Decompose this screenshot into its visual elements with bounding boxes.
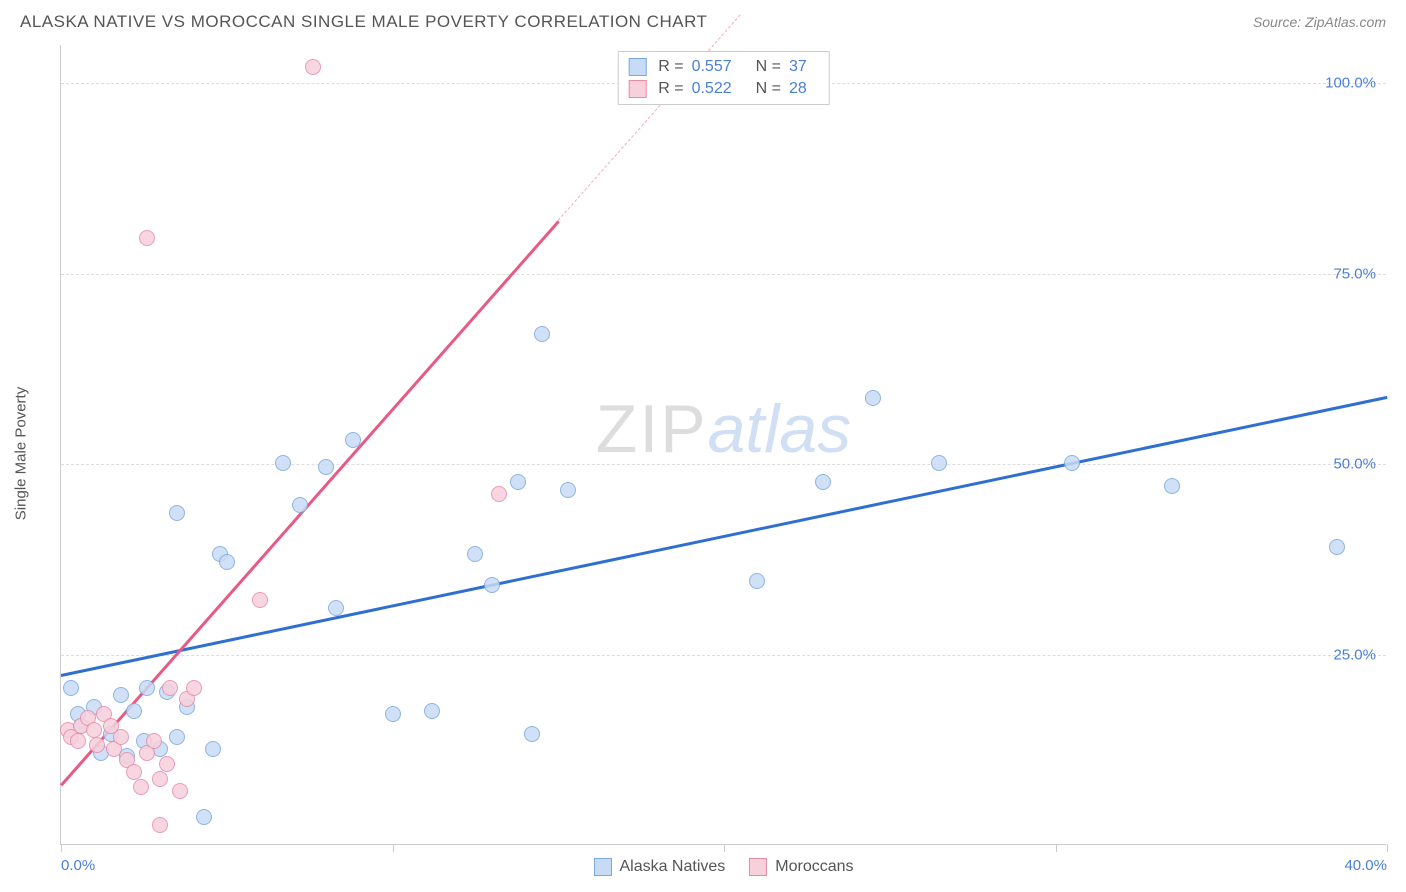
scatter-point — [219, 554, 235, 570]
scatter-point — [749, 573, 765, 589]
scatter-point — [318, 459, 334, 475]
scatter-point — [159, 756, 175, 772]
legend-swatch — [593, 858, 611, 876]
y-axis-label: Single Male Poverty — [13, 386, 30, 519]
scatter-point — [510, 474, 526, 490]
y-tick-label: 75.0% — [1333, 265, 1376, 282]
scatter-point — [534, 326, 550, 342]
scatter-point — [169, 729, 185, 745]
scatter-point — [152, 817, 168, 833]
trend-line-dashed — [558, 15, 741, 221]
x-tick-label: 40.0% — [1344, 857, 1387, 874]
scatter-point — [865, 390, 881, 406]
scatter-point — [252, 592, 268, 608]
gridline-h — [61, 274, 1386, 275]
scatter-point — [524, 726, 540, 742]
scatter-point — [162, 680, 178, 696]
scatter-point — [205, 741, 221, 757]
x-tick — [1056, 844, 1057, 852]
stat-n-value: 28 — [789, 80, 807, 98]
watermark: ZIPatlas — [596, 390, 851, 468]
scatter-point — [70, 733, 86, 749]
legend-swatch — [628, 58, 646, 76]
scatter-point — [305, 59, 321, 75]
trend-line — [61, 395, 1388, 676]
scatter-point — [152, 771, 168, 787]
scatter-point — [328, 600, 344, 616]
gridline-h — [61, 464, 1386, 465]
scatter-point — [113, 729, 129, 745]
scatter-point — [126, 703, 142, 719]
scatter-point — [126, 764, 142, 780]
scatter-point — [169, 505, 185, 521]
scatter-point — [484, 577, 500, 593]
scatter-point — [172, 783, 188, 799]
scatter-point — [1064, 455, 1080, 471]
scatter-point — [815, 474, 831, 490]
chart-container: Single Male Poverty ZIPatlas 25.0%50.0%7… — [60, 45, 1386, 845]
stats-row: R = 0.522 N = 28 — [628, 78, 819, 100]
stat-n-label: N = — [756, 80, 781, 98]
stat-n-label: N = — [756, 58, 781, 76]
watermark-zip: ZIP — [596, 391, 708, 467]
scatter-point — [292, 497, 308, 513]
scatter-point — [345, 432, 361, 448]
stat-r-label: R = — [658, 80, 683, 98]
scatter-point — [424, 703, 440, 719]
stat-n-value: 37 — [789, 58, 807, 76]
x-tick — [724, 844, 725, 852]
legend-item: Moroccans — [749, 858, 853, 876]
x-tick — [393, 844, 394, 852]
gridline-h — [61, 655, 1386, 656]
stats-box: R = 0.557 N = 37 R = 0.522 N = 28 — [617, 51, 830, 105]
chart-title: ALASKA NATIVE VS MOROCCAN SINGLE MALE PO… — [20, 12, 707, 32]
x-tick — [1387, 844, 1388, 852]
scatter-point — [467, 546, 483, 562]
legend-item: Alaska Natives — [593, 858, 725, 876]
scatter-point — [1329, 539, 1345, 555]
y-tick-label: 25.0% — [1333, 646, 1376, 663]
scatter-point — [89, 737, 105, 753]
scatter-point — [139, 680, 155, 696]
stat-r-value: 0.557 — [692, 58, 732, 76]
scatter-point — [139, 230, 155, 246]
scatter-point — [491, 486, 507, 502]
chart-source: Source: ZipAtlas.com — [1253, 14, 1386, 30]
y-tick-label: 50.0% — [1333, 456, 1376, 473]
trend-line — [60, 221, 559, 786]
scatter-point — [63, 680, 79, 696]
scatter-point — [1164, 478, 1180, 494]
legend-label: Alaska Natives — [619, 858, 725, 876]
x-tick — [61, 844, 62, 852]
plot-area: ZIPatlas 25.0%50.0%75.0%100.0%0.0%40.0% — [61, 45, 1386, 844]
y-tick-label: 100.0% — [1325, 75, 1376, 92]
legend-swatch — [628, 80, 646, 98]
scatter-point — [133, 779, 149, 795]
stat-r-label: R = — [658, 58, 683, 76]
scatter-point — [86, 722, 102, 738]
bottom-legend: Alaska Natives Moroccans — [593, 858, 853, 876]
scatter-point — [196, 809, 212, 825]
chart-header: ALASKA NATIVE VS MOROCCAN SINGLE MALE PO… — [0, 0, 1406, 40]
legend-label: Moroccans — [775, 858, 853, 876]
watermark-atlas: atlas — [708, 391, 852, 467]
scatter-point — [560, 482, 576, 498]
x-tick-label: 0.0% — [61, 857, 95, 874]
scatter-point — [385, 706, 401, 722]
scatter-point — [146, 733, 162, 749]
scatter-point — [275, 455, 291, 471]
scatter-point — [113, 687, 129, 703]
scatter-point — [931, 455, 947, 471]
stats-row: R = 0.557 N = 37 — [628, 56, 819, 78]
legend-swatch — [749, 858, 767, 876]
stat-r-value: 0.522 — [692, 80, 732, 98]
scatter-point — [186, 680, 202, 696]
